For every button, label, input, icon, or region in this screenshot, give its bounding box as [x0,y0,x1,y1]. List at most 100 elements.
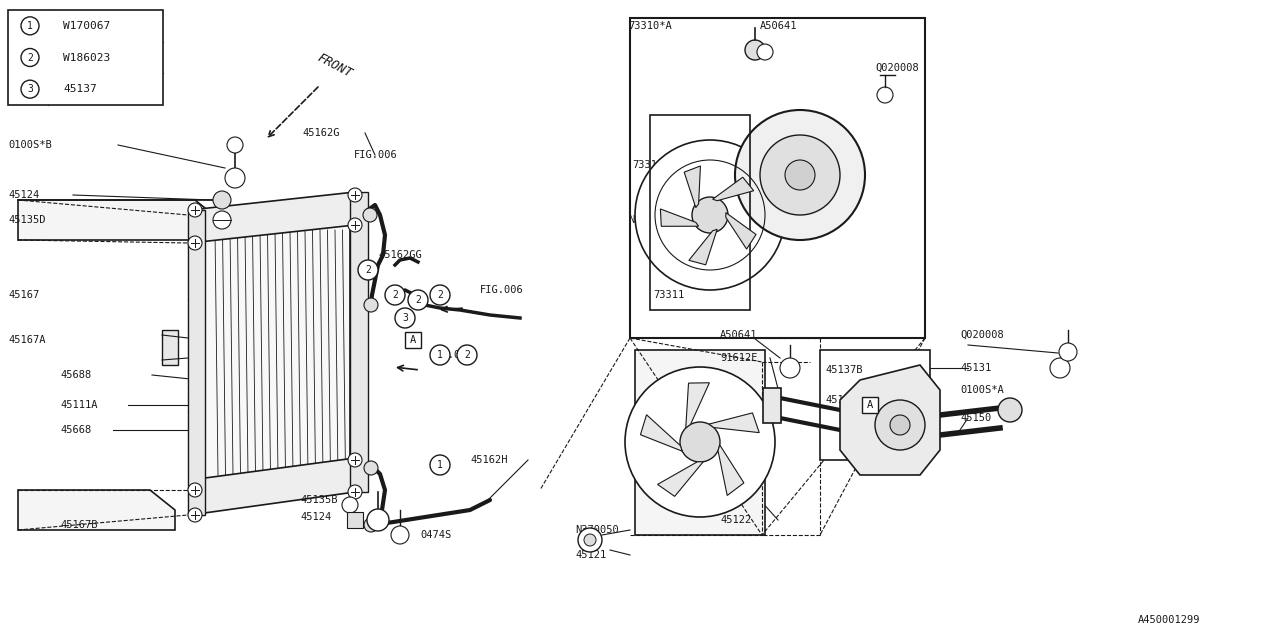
Circle shape [780,358,800,378]
Polygon shape [726,212,756,249]
Circle shape [396,308,415,328]
Text: A50641: A50641 [719,330,758,340]
Polygon shape [640,415,682,451]
Text: 45135B: 45135B [300,495,338,505]
Circle shape [188,236,202,250]
Circle shape [385,285,404,305]
Circle shape [188,203,202,217]
Polygon shape [18,200,220,240]
Circle shape [364,298,378,312]
Polygon shape [840,365,940,475]
Circle shape [225,168,244,188]
Circle shape [20,80,38,98]
Text: 73313: 73313 [632,160,663,170]
Text: 45688: 45688 [60,370,91,380]
Text: FRONT: FRONT [315,51,355,80]
Text: 45131: 45131 [960,363,991,373]
Circle shape [188,483,202,497]
Circle shape [680,422,719,462]
Text: 2: 2 [465,350,470,360]
Text: 45162H: 45162H [470,455,507,465]
Text: 45124: 45124 [8,190,40,200]
Text: FIG.006: FIG.006 [355,150,398,160]
Circle shape [430,285,451,305]
Text: 45137: 45137 [63,84,97,94]
Circle shape [20,49,38,67]
Circle shape [760,135,840,215]
Circle shape [584,534,596,546]
Polygon shape [709,413,759,433]
Text: N370050: N370050 [628,215,672,225]
Text: W186023: W186023 [63,52,110,63]
Text: 3: 3 [27,84,33,94]
Text: 2: 2 [27,52,33,63]
Circle shape [364,208,378,222]
Text: 45137B: 45137B [826,365,863,375]
Text: 45162GG: 45162GG [378,250,421,260]
Text: A: A [410,335,416,345]
Circle shape [625,367,774,517]
Text: 2: 2 [436,290,443,300]
Polygon shape [189,458,355,515]
Circle shape [785,160,815,190]
Polygon shape [163,330,178,365]
Polygon shape [658,461,703,497]
Bar [630,18,925,338]
Circle shape [430,455,451,475]
Text: N370050: N370050 [575,525,618,535]
Circle shape [692,197,728,233]
Polygon shape [205,205,349,500]
Text: A: A [867,400,873,410]
Text: 0474S: 0474S [420,530,452,540]
Circle shape [756,44,773,60]
Circle shape [1050,358,1070,378]
Text: 1: 1 [27,21,33,31]
Text: 45162G: 45162G [302,128,339,138]
Text: A50641: A50641 [760,21,797,31]
Text: 2: 2 [392,290,398,300]
Circle shape [364,461,378,475]
Circle shape [348,188,362,202]
Circle shape [408,290,428,310]
Bar [347,512,364,528]
Circle shape [579,528,602,552]
Text: 45135D: 45135D [8,215,46,225]
Polygon shape [713,177,754,201]
Circle shape [364,518,378,532]
Text: 73311: 73311 [653,290,685,300]
Circle shape [358,260,378,280]
Circle shape [212,191,230,209]
Circle shape [227,137,243,153]
Circle shape [457,345,477,365]
Circle shape [348,453,362,467]
Text: FIG.035: FIG.035 [430,350,474,360]
Text: 73310*A: 73310*A [628,21,672,31]
Circle shape [430,345,451,365]
Text: 1: 1 [436,350,443,360]
Text: 45122: 45122 [719,515,751,525]
Circle shape [188,508,202,522]
Text: A450001299: A450001299 [1138,615,1201,625]
Circle shape [998,398,1021,422]
Polygon shape [686,383,709,428]
Text: 45668: 45668 [60,425,91,435]
Text: 45150: 45150 [960,413,991,423]
Text: Q020008: Q020008 [960,330,1004,340]
Bar [861,397,878,413]
Circle shape [876,400,925,450]
Text: 91612E: 91612E [719,353,758,363]
Circle shape [1059,343,1076,361]
Text: 45124: 45124 [300,512,332,522]
Bar [820,350,931,460]
Circle shape [735,110,865,240]
Circle shape [635,140,785,290]
Polygon shape [189,192,355,243]
Circle shape [890,415,910,435]
Polygon shape [18,490,175,530]
Text: 45111A: 45111A [60,400,97,410]
Circle shape [390,526,410,544]
Polygon shape [689,229,717,265]
Text: 2: 2 [365,265,371,275]
Circle shape [348,485,362,499]
Text: 2: 2 [415,295,421,305]
